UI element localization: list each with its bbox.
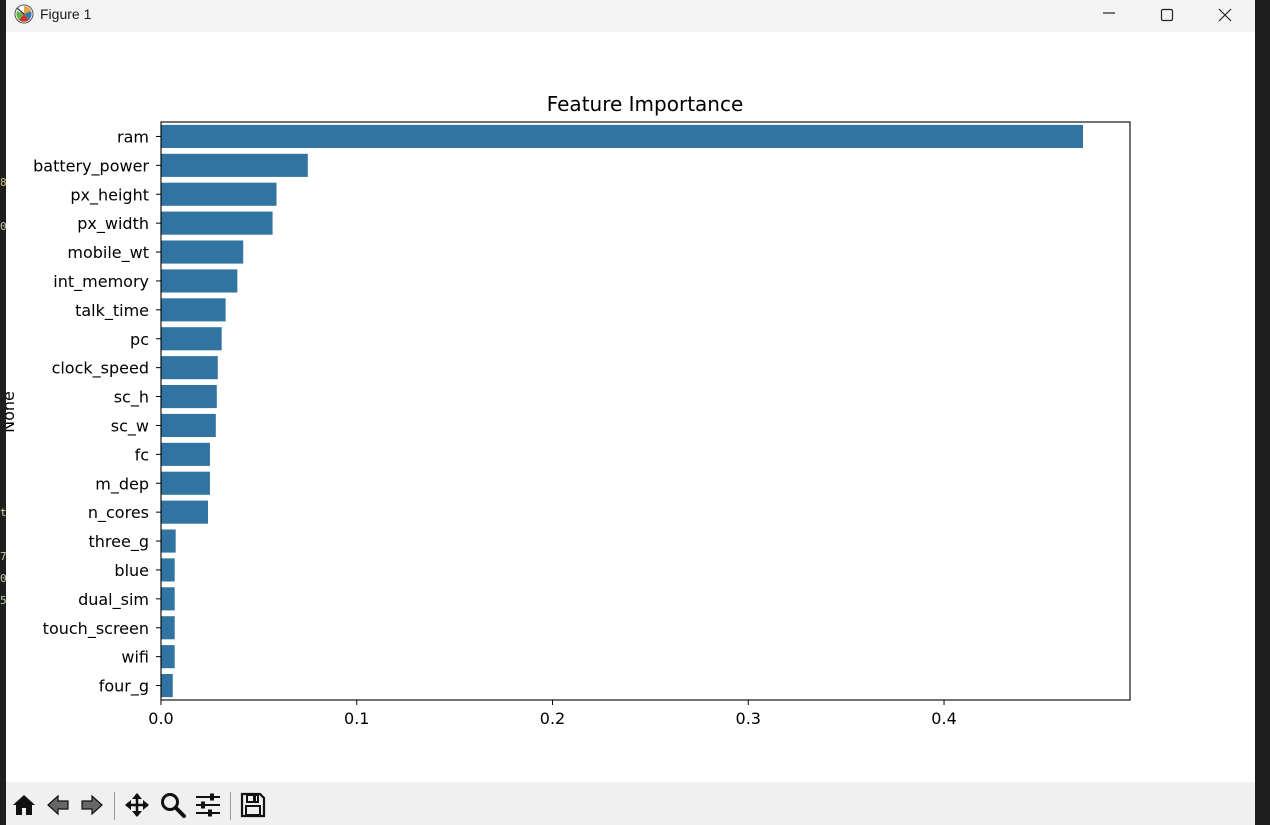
chart-title: Feature Importance <box>547 92 744 116</box>
edge-glyph: 0 <box>0 572 7 585</box>
y-tick-label: m_dep <box>95 474 149 494</box>
bar-pc <box>161 327 222 351</box>
bar-n_cores <box>161 500 208 524</box>
close-button[interactable] <box>1202 0 1248 30</box>
y-tick-label: sc_w <box>111 416 149 436</box>
y-tick-label: mobile_wt <box>67 243 149 263</box>
maximize-icon <box>1160 8 1174 22</box>
save-button[interactable] <box>238 790 268 820</box>
configure-subplots-icon <box>196 793 220 817</box>
bar-m_dep <box>161 471 210 495</box>
toolbar-separator <box>230 792 231 820</box>
y-tick-label: battery_power <box>33 156 149 176</box>
bar-sc_w <box>161 413 216 438</box>
x-tick-label: 0.0 <box>148 709 173 728</box>
minimize-button[interactable] <box>1086 0 1132 30</box>
y-tick-label: touch_screen <box>43 619 149 639</box>
y-tick-label: sc_h <box>114 388 149 408</box>
bar-ram <box>161 124 1084 149</box>
y-tick-label: dual_sim <box>78 590 149 610</box>
forward-button[interactable] <box>77 790 107 820</box>
y-tick-label: px_height <box>70 185 149 205</box>
bar-px_width <box>161 211 273 235</box>
x-tick-label: 0.2 <box>540 709 565 728</box>
toolbar-separator <box>114 792 115 820</box>
edge-glyph: 0 <box>0 220 7 233</box>
pan-button[interactable] <box>122 790 152 820</box>
navigation-toolbar <box>6 782 1255 825</box>
y-tick-label: px_width <box>77 214 149 234</box>
y-tick-label: pc <box>130 330 149 349</box>
maximize-button[interactable] <box>1144 0 1190 30</box>
bars-group <box>161 124 1084 698</box>
bar-int_memory <box>161 269 238 293</box>
bar-fc <box>161 442 210 466</box>
back-icon <box>47 794 69 816</box>
y-ticks-group: ram battery_power px_height px_width mobile_… <box>33 127 161 697</box>
y-tick-label: clock_speed <box>52 359 149 379</box>
window-title: Figure 1 <box>40 6 92 22</box>
edge-glyph: 8 <box>0 176 7 189</box>
bar-sc_h <box>161 384 217 409</box>
feature-importance-chart: Feature Importance None ram battery_power… <box>0 92 1131 728</box>
bar-px_height <box>161 182 277 206</box>
back-button[interactable] <box>43 790 73 820</box>
pan-icon <box>125 793 149 817</box>
minimize-icon <box>1103 12 1115 14</box>
x-tick-label: 0.3 <box>736 709 761 728</box>
y-tick-label: talk_time <box>75 301 149 321</box>
zoom-icon <box>161 793 186 818</box>
y-tick-label: int_memory <box>53 272 149 292</box>
bar-three_g <box>161 529 176 553</box>
bar-wifi <box>161 645 175 669</box>
axes-frame <box>160 121 1131 701</box>
x-ticks-group: 0.0 0.1 0.2 0.3 0.4 <box>148 700 957 728</box>
home-icon <box>13 795 35 815</box>
x-tick-label: 0.1 <box>344 709 369 728</box>
y-tick-label: n_cores <box>88 503 149 523</box>
home-button[interactable] <box>9 790 39 820</box>
y-tick-label: three_g <box>89 532 149 552</box>
y-tick-label: fc <box>135 445 149 464</box>
y-tick-label: blue <box>114 561 149 580</box>
edge-glyph: 5 <box>0 594 7 607</box>
bar-mobile_wt <box>161 240 244 264</box>
edge-glyph: 7 <box>0 550 7 563</box>
plot-canvas[interactable]: Feature Importance None ram battery_power… <box>0 32 1255 782</box>
bar-four_g <box>161 673 173 698</box>
bar-dual_sim <box>161 587 175 611</box>
bar-battery_power <box>161 153 308 177</box>
y-tick-label: wifi <box>121 648 149 667</box>
title-bar[interactable]: Figure 1 <box>6 0 1255 32</box>
save-icon <box>240 792 266 818</box>
y-tick-label: ram <box>117 127 149 146</box>
bar-talk_time <box>161 298 226 322</box>
zoom-button[interactable] <box>158 790 188 820</box>
bar-touch_screen <box>161 616 175 640</box>
y-tick-label: four_g <box>99 677 149 697</box>
edge-glyph: t <box>0 506 7 519</box>
configure-subplots-button[interactable] <box>193 790 223 820</box>
forward-icon <box>81 794 103 816</box>
x-tick-label: 0.4 <box>931 709 956 728</box>
close-icon <box>1218 8 1232 22</box>
matplotlib-icon <box>14 4 34 24</box>
bar-clock_speed <box>161 356 218 380</box>
y-axis-label: None <box>6 391 18 433</box>
bar-blue <box>161 558 175 582</box>
